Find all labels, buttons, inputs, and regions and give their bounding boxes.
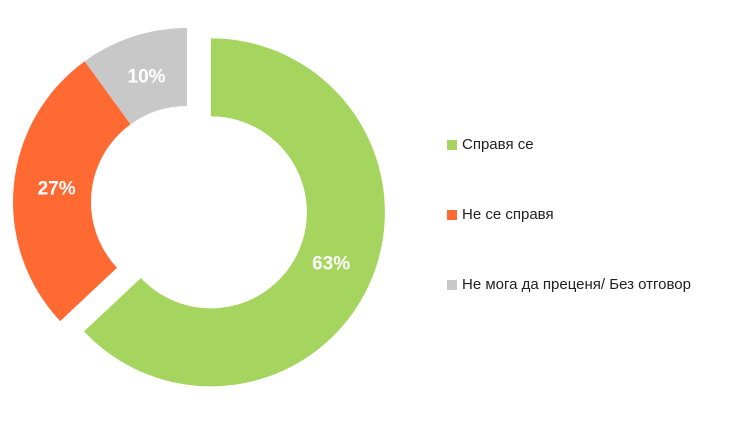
value-label: 10% xyxy=(128,66,166,87)
value-label: 27% xyxy=(38,179,76,200)
legend-swatch xyxy=(447,210,457,220)
legend-label: Не се справя xyxy=(462,206,554,223)
slice xyxy=(12,61,131,322)
legend-label: Не мога да преценя/ Без отговор xyxy=(462,276,691,293)
legend-swatch xyxy=(447,280,457,290)
legend-swatch xyxy=(447,140,457,150)
legend-label: Справя се xyxy=(462,136,534,153)
slice xyxy=(84,38,385,387)
value-label: 63% xyxy=(312,253,350,274)
slice xyxy=(84,28,187,125)
